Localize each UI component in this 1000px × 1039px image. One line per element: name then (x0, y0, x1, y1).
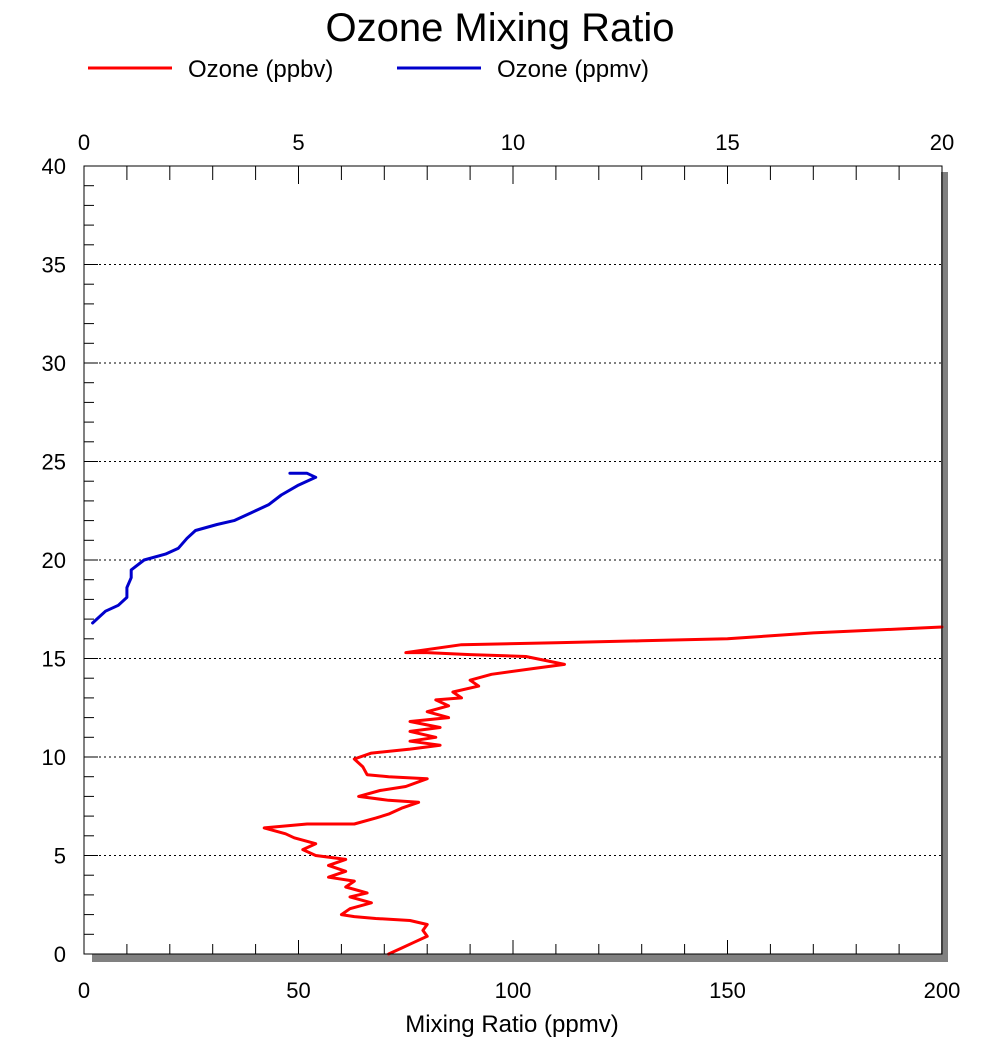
x-top-tick-label: 20 (930, 130, 954, 155)
y-tick-label: 40 (42, 154, 66, 179)
series-line-ppbv (262, 625, 944, 956)
x-axis-label: Mixing Ratio (ppmv) (405, 1011, 618, 1038)
y-tick-label: 10 (42, 745, 66, 770)
axis-tick-labels: 0 5 10 15 20 25 30 35 40 0 50 100 150 200 0 5 10 15 20 (42, 130, 961, 1003)
y-tick-label: 0 (54, 942, 66, 967)
x-bottom-tick-label: 200 (924, 978, 961, 1003)
y-tick-label: 35 (42, 253, 66, 278)
series-line-ppmv (91, 471, 318, 625)
x-top-tick-label: 0 (78, 130, 90, 155)
plot-shadow-bottom (92, 954, 948, 962)
x-bottom-tick-label: 50 (286, 978, 310, 1003)
x-top-tick-label: 15 (715, 130, 739, 155)
gridlines (84, 264, 942, 856)
plot-frame (83, 165, 943, 955)
y-tick-label: 5 (54, 844, 66, 869)
x-bottom-tick-label: 0 (78, 978, 90, 1003)
legend: Ozone (ppbv) Ozone (ppmv) (88, 56, 649, 83)
y-tick-label: 20 (42, 548, 66, 573)
chart-title: Ozone Mixing Ratio (325, 6, 674, 50)
y-tick-label: 30 (42, 351, 66, 376)
x-top-tick-label: 10 (501, 130, 525, 155)
y-tick-label: 15 (42, 647, 66, 672)
series-layer (91, 471, 944, 956)
x-bottom-tick-label: 100 (495, 978, 532, 1003)
legend-label-ppbv: Ozone (ppbv) (188, 56, 333, 83)
y-tick-label: 25 (42, 450, 66, 475)
plot-shadow-right (941, 172, 948, 962)
x-top-tick-label: 5 (292, 130, 304, 155)
legend-label-ppmv: Ozone (ppmv) (497, 56, 649, 83)
axis-ticks (83, 165, 943, 955)
x-bottom-tick-label: 150 (709, 978, 746, 1003)
